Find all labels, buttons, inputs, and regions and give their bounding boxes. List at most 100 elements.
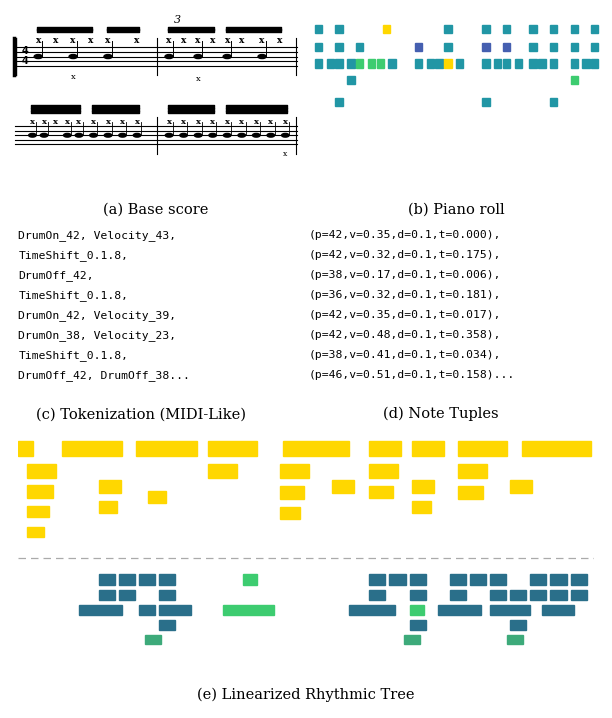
- Bar: [450, 590, 466, 600]
- Bar: [510, 620, 526, 630]
- Bar: [551, 574, 567, 584]
- Bar: [347, 60, 354, 67]
- Bar: [27, 464, 56, 478]
- Bar: [438, 605, 482, 615]
- Text: x: x: [166, 118, 171, 126]
- Bar: [159, 574, 176, 584]
- Ellipse shape: [133, 134, 141, 137]
- Bar: [283, 441, 349, 457]
- Text: x: x: [196, 75, 201, 83]
- Text: DrumOn_42, Velocity_39,: DrumOn_42, Velocity_39,: [18, 310, 176, 321]
- Bar: [99, 574, 115, 584]
- Bar: [538, 60, 545, 67]
- Bar: [435, 60, 442, 67]
- Bar: [349, 605, 395, 615]
- Bar: [18, 441, 33, 457]
- Bar: [369, 441, 401, 457]
- Bar: [550, 60, 558, 67]
- Ellipse shape: [104, 55, 112, 59]
- Text: (p=42,v=0.35,d=0.1,t=0.000),: (p=42,v=0.35,d=0.1,t=0.000),: [309, 230, 502, 241]
- Bar: [208, 465, 237, 478]
- Bar: [27, 505, 49, 518]
- Bar: [145, 635, 161, 645]
- Bar: [529, 43, 537, 51]
- Text: (e) Linearized Rhythmic Tree: (e) Linearized Rhythmic Tree: [197, 687, 415, 701]
- Text: TimeShift_0.1.8,: TimeShift_0.1.8,: [18, 350, 129, 360]
- Text: x: x: [225, 36, 230, 45]
- Bar: [119, 590, 135, 600]
- Bar: [427, 60, 434, 67]
- Bar: [490, 590, 506, 600]
- Bar: [510, 480, 532, 493]
- Bar: [409, 605, 424, 615]
- Text: x: x: [225, 118, 230, 126]
- Bar: [208, 441, 257, 457]
- Bar: [315, 60, 323, 67]
- Text: x: x: [135, 36, 140, 45]
- Bar: [570, 24, 578, 33]
- Ellipse shape: [119, 134, 126, 137]
- Bar: [223, 605, 274, 615]
- Text: (d) Note Tuples: (d) Note Tuples: [383, 407, 498, 421]
- Bar: [369, 590, 386, 600]
- Text: x: x: [53, 36, 58, 45]
- Text: x: x: [181, 118, 186, 126]
- Bar: [389, 574, 406, 584]
- Ellipse shape: [223, 55, 231, 59]
- Bar: [27, 485, 53, 498]
- Ellipse shape: [165, 134, 173, 137]
- Bar: [139, 605, 155, 615]
- Ellipse shape: [69, 55, 77, 59]
- Bar: [503, 43, 510, 51]
- Bar: [243, 574, 257, 584]
- Text: DrumOff_42,: DrumOff_42,: [18, 270, 94, 281]
- Bar: [61, 441, 122, 457]
- Text: (p=38,v=0.41,d=0.1,t=0.034),: (p=38,v=0.41,d=0.1,t=0.034),: [309, 350, 502, 360]
- Bar: [570, 60, 578, 67]
- Bar: [444, 24, 452, 33]
- Bar: [27, 527, 44, 537]
- Text: (a) Base score: (a) Base score: [103, 202, 209, 217]
- Ellipse shape: [180, 134, 187, 137]
- Ellipse shape: [29, 134, 36, 137]
- Ellipse shape: [40, 134, 48, 137]
- Bar: [412, 501, 431, 513]
- Bar: [444, 60, 452, 67]
- Text: x: x: [239, 36, 244, 45]
- Bar: [415, 43, 422, 51]
- Text: x: x: [259, 36, 265, 45]
- Bar: [409, 620, 426, 630]
- Text: x: x: [196, 118, 201, 126]
- Bar: [335, 24, 343, 33]
- Text: (p=38,v=0.17,d=0.1,t=0.006),: (p=38,v=0.17,d=0.1,t=0.006),: [309, 270, 502, 280]
- Ellipse shape: [282, 134, 289, 137]
- Text: 3: 3: [174, 14, 181, 24]
- Bar: [529, 60, 537, 67]
- Bar: [582, 60, 589, 67]
- Bar: [119, 574, 135, 584]
- Bar: [280, 507, 300, 518]
- Text: x: x: [88, 36, 93, 45]
- Bar: [503, 24, 510, 33]
- Text: x: x: [105, 118, 111, 126]
- Text: 4: 4: [22, 56, 29, 66]
- Bar: [570, 574, 587, 584]
- Bar: [139, 574, 155, 584]
- Bar: [456, 60, 463, 67]
- Bar: [369, 465, 398, 478]
- Bar: [507, 635, 523, 645]
- Bar: [409, 590, 426, 600]
- Text: x: x: [210, 36, 215, 45]
- Ellipse shape: [238, 134, 245, 137]
- Text: x: x: [210, 118, 215, 126]
- Ellipse shape: [194, 55, 202, 59]
- Bar: [458, 465, 487, 478]
- Bar: [389, 60, 396, 67]
- Bar: [280, 464, 309, 478]
- Text: x: x: [105, 36, 111, 45]
- Bar: [347, 76, 354, 84]
- Text: (p=46,v=0.51,d=0.1,t=0.158)...: (p=46,v=0.51,d=0.1,t=0.158)...: [309, 370, 515, 380]
- Text: (p=42,v=0.48,d=0.1,t=0.358),: (p=42,v=0.48,d=0.1,t=0.358),: [309, 330, 502, 340]
- Bar: [551, 590, 567, 600]
- Ellipse shape: [253, 134, 260, 137]
